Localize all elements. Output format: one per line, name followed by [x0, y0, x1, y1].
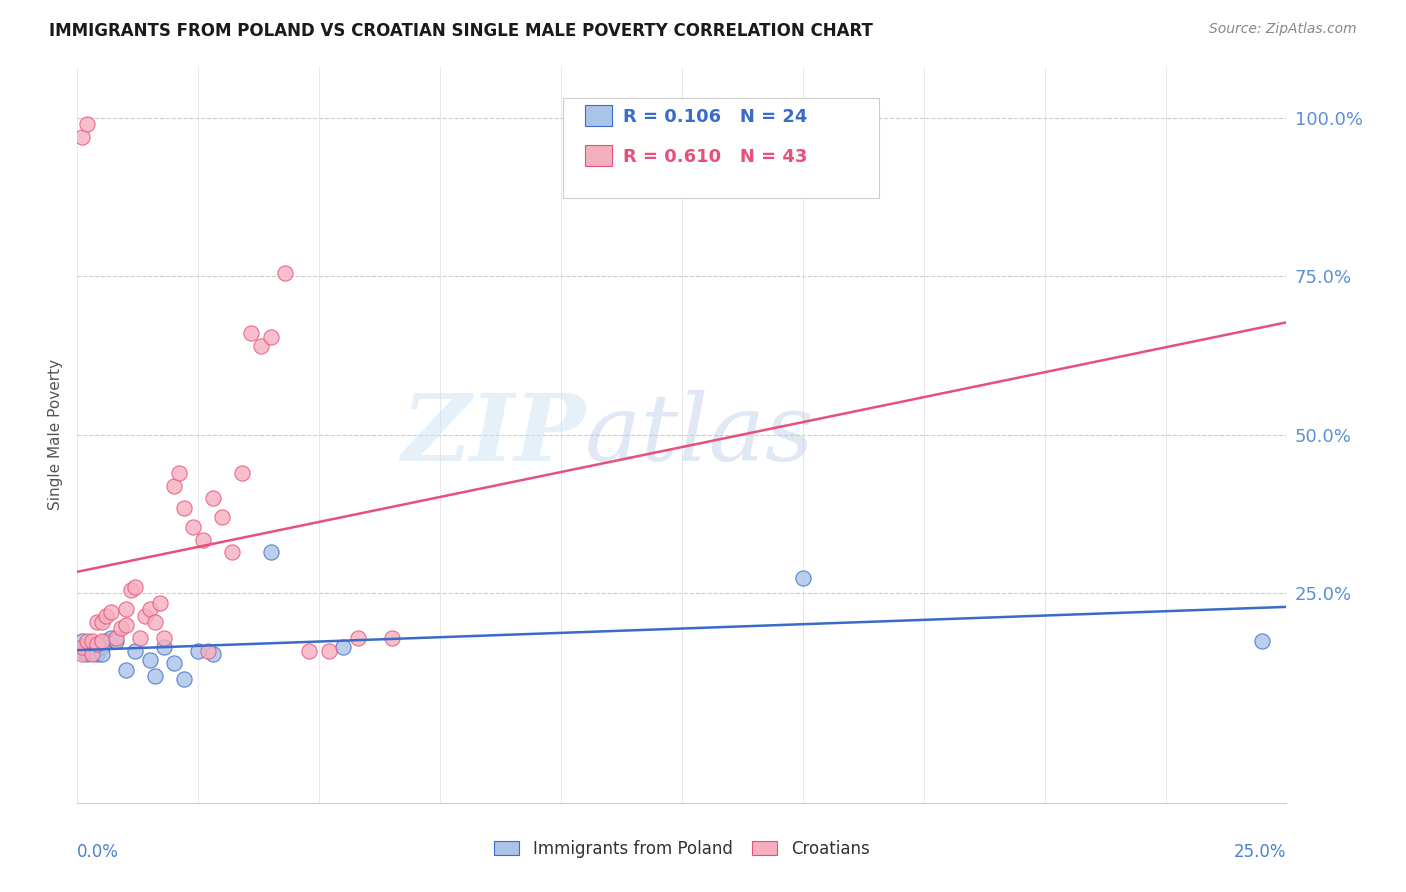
Point [90, 615, 112, 629]
Point [90, 640, 112, 655]
Point [318, 643, 340, 657]
Y-axis label: Single Male Poverty: Single Male Poverty [48, 359, 63, 510]
Text: IMMIGRANTS FROM POLAND VS CROATIAN SINGLE MALE POVERTY CORRELATION CHART: IMMIGRANTS FROM POLAND VS CROATIAN SINGL… [49, 22, 873, 40]
Point [381, 631, 404, 645]
Point [120, 583, 142, 598]
Point [76, 117, 98, 131]
Point [163, 657, 186, 671]
Text: R = 0.106   N = 24: R = 0.106 N = 24 [623, 108, 807, 126]
Point [143, 615, 166, 629]
Point [76, 634, 98, 648]
Point [86, 615, 108, 629]
Point [90, 634, 112, 648]
Point [173, 500, 195, 515]
FancyBboxPatch shape [564, 98, 879, 198]
Text: atlas: atlas [585, 390, 814, 480]
Text: R = 0.610   N = 43: R = 0.610 N = 43 [623, 148, 807, 167]
Text: ZIP: ZIP [401, 390, 585, 480]
Text: 25.0%: 25.0% [1234, 843, 1286, 862]
Point [163, 478, 186, 492]
Point [197, 643, 219, 657]
Point [124, 580, 146, 594]
Point [86, 647, 108, 661]
Point [114, 602, 136, 616]
Point [105, 631, 128, 645]
Point [80, 647, 103, 661]
Point [201, 647, 224, 661]
Point [100, 606, 122, 620]
Point [250, 339, 273, 353]
Point [114, 618, 136, 632]
Point [70, 643, 93, 657]
Point [148, 596, 170, 610]
Point [183, 520, 205, 534]
Point [167, 466, 190, 480]
Point [100, 631, 122, 645]
Point [80, 643, 103, 657]
Point [114, 663, 136, 677]
Point [792, 571, 814, 585]
Point [139, 653, 162, 667]
Point [86, 637, 108, 651]
Point [173, 672, 195, 686]
Point [240, 326, 263, 341]
Point [70, 634, 93, 648]
Point [70, 640, 93, 655]
FancyBboxPatch shape [585, 145, 612, 166]
Point [153, 640, 176, 655]
Point [1251, 634, 1274, 648]
Legend: Immigrants from Poland, Croatians: Immigrants from Poland, Croatians [488, 833, 876, 864]
FancyBboxPatch shape [585, 104, 612, 126]
Point [274, 266, 297, 280]
Point [70, 647, 93, 661]
Point [191, 533, 214, 547]
Point [298, 643, 321, 657]
Point [86, 637, 108, 651]
Point [129, 631, 152, 645]
Point [110, 621, 132, 635]
Point [332, 640, 354, 655]
Point [211, 510, 233, 524]
Point [96, 608, 118, 623]
Point [347, 631, 370, 645]
Point [260, 329, 283, 343]
Point [153, 631, 176, 645]
Point [105, 634, 128, 648]
Point [143, 669, 166, 683]
Point [80, 634, 103, 648]
Point [70, 129, 93, 144]
Point [201, 491, 224, 506]
Point [90, 647, 112, 661]
Text: 0.0%: 0.0% [77, 843, 120, 862]
Point [124, 643, 146, 657]
Point [260, 545, 283, 559]
Point [187, 643, 209, 657]
Point [76, 647, 98, 661]
Point [231, 466, 253, 480]
Point [96, 634, 118, 648]
Text: Source: ZipAtlas.com: Source: ZipAtlas.com [1209, 22, 1357, 37]
Point [139, 602, 162, 616]
Point [134, 608, 156, 623]
Point [221, 545, 243, 559]
